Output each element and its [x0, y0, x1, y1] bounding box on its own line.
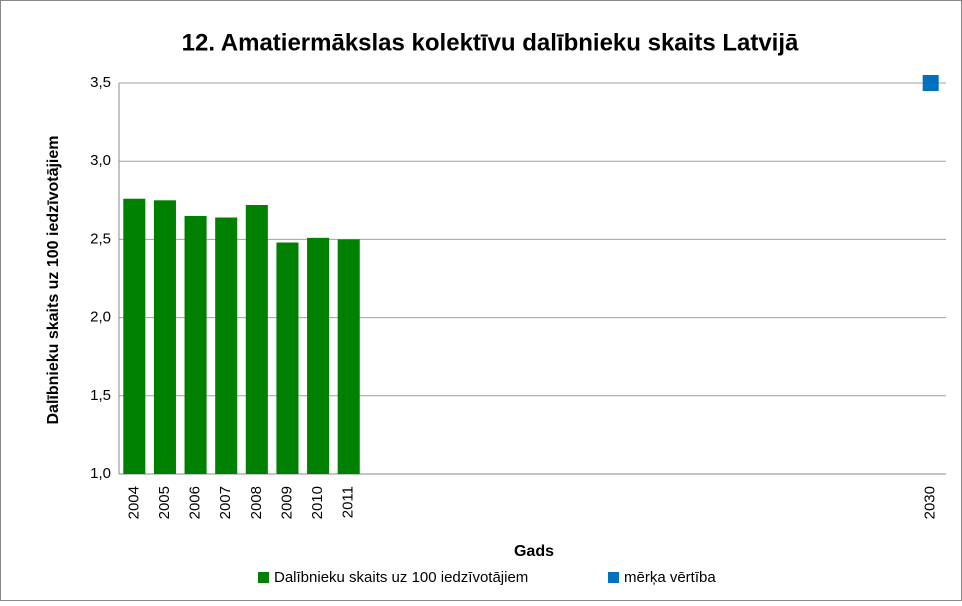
legend-label: Dalībnieku skaits uz 100 iedzīvotājiem [274, 569, 528, 586]
legend-label: mērķa vērtība [624, 569, 716, 586]
x-tick-label: 2009 [278, 486, 295, 519]
x-tick-label: 2010 [309, 486, 326, 519]
y-tick-label: 1,0 [90, 465, 111, 482]
x-tick-label: 2030 [922, 486, 939, 519]
bar [123, 198, 146, 474]
x-tick-label: 2006 [187, 486, 204, 519]
marker [922, 75, 939, 91]
bar [276, 242, 299, 474]
y-tick-label: 1,5 [90, 387, 111, 404]
x-axis-label: Gads [514, 543, 554, 560]
bar [307, 237, 330, 474]
y-tick-label: 3,5 [90, 74, 111, 91]
x-tick-label: 2008 [248, 486, 265, 519]
bar [215, 217, 238, 474]
y-tick-label: 2,5 [90, 230, 111, 247]
x-tick-label: 2004 [125, 486, 142, 519]
bar [184, 215, 207, 474]
x-tick-label: 2007 [217, 486, 234, 519]
bar [245, 204, 268, 474]
x-tick-label: 2011 [340, 486, 357, 518]
bar [153, 200, 176, 475]
chart-title: 12. Amatiermākslas kolektīvu dalībnieku … [182, 29, 799, 56]
y-tick-label: 3,0 [90, 152, 111, 169]
legend-swatch [258, 572, 269, 583]
bar [337, 239, 360, 474]
y-axis-label: Dalībnieku skaits uz 100 iedzīvotājiem [45, 136, 62, 425]
y-tick-label: 2,0 [90, 309, 111, 326]
x-tick-label: 2005 [156, 486, 173, 519]
legend-swatch [608, 572, 619, 583]
